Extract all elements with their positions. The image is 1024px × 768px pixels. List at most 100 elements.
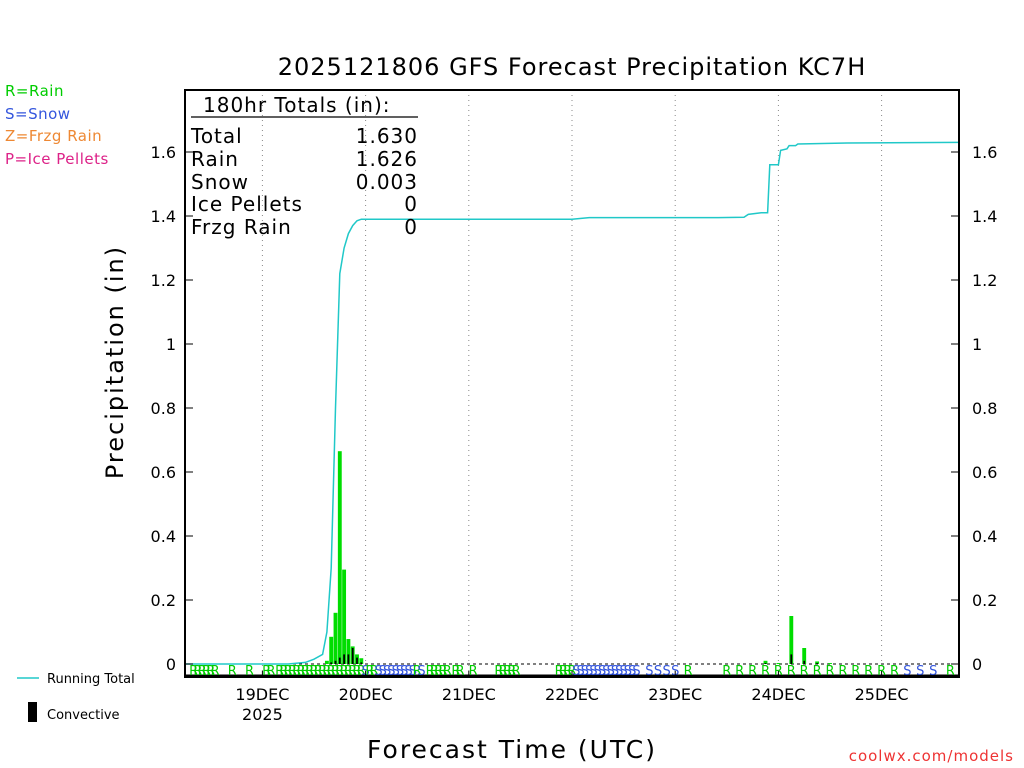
totals-label-snow: Snow — [191, 170, 249, 194]
legend-ice-pellets: P=Ice Pellets — [5, 150, 109, 168]
ptype-mark: R — [211, 664, 220, 679]
convective-bar — [356, 657, 358, 664]
plot-frame — [184, 89, 960, 678]
convective-bar — [764, 663, 767, 664]
precip-bar — [333, 612, 338, 664]
totals-value-snow: 0.003 — [356, 170, 418, 194]
convective-bar — [334, 660, 337, 664]
convective-bar — [347, 654, 350, 664]
ptype-mark: R — [266, 664, 275, 679]
precip-bar — [359, 658, 364, 664]
ptype-mark: R — [297, 664, 306, 679]
ptype-mark: R — [438, 664, 447, 679]
ptype-mark: R — [499, 664, 508, 679]
ptype-mark: R — [279, 664, 288, 679]
totals-value-total: 1.630 — [356, 124, 418, 148]
ptype-mark: R — [761, 664, 770, 679]
precip-bar — [815, 661, 820, 664]
ptype-mark: R — [189, 664, 198, 679]
ptype-mark: S — [654, 664, 662, 679]
ptype-mark: R — [340, 664, 349, 679]
precip-bar — [342, 569, 347, 664]
ptype-mark: S — [585, 664, 593, 679]
y-tick-label-left: 0.6 — [151, 463, 176, 482]
ptype-mark: R — [512, 664, 521, 679]
ptype-mark: R — [946, 664, 955, 679]
x-tick-label: 24DEC — [751, 685, 805, 704]
ptype-mark: R — [314, 664, 323, 679]
ptype-mark: S — [929, 664, 937, 679]
precip-bar — [789, 616, 794, 664]
ptype-mark: S — [632, 664, 640, 679]
running-total-legend-label: Running Total — [47, 672, 135, 687]
y-tick-label-left: 1 — [166, 335, 176, 354]
x-tick-label: 23DEC — [648, 685, 702, 704]
totals-value-ice-pellets: 0 — [404, 192, 418, 216]
ptype-mark: R — [735, 664, 744, 679]
precip-bar — [776, 663, 781, 664]
ptype-mark: S — [374, 664, 382, 679]
y-tick-label-right: 0.6 — [972, 463, 997, 482]
convective-bar — [330, 662, 333, 664]
x-tick-label: 20DEC — [339, 685, 393, 704]
x-tick-label: 25DEC — [855, 685, 909, 704]
ptype-mark: S — [409, 664, 417, 679]
ptype-mark: S — [581, 664, 589, 679]
totals-label-rain: Rain — [191, 147, 239, 171]
ptype-mark: R — [331, 664, 340, 679]
ptype-mark: R — [787, 664, 796, 679]
ptype-mark: S — [628, 664, 636, 679]
legend-snow: S=Snow — [5, 105, 71, 123]
ptype-mark: S — [576, 664, 584, 679]
ptype-mark: R — [275, 664, 284, 679]
totals-value-frzg-rain: 0 — [404, 215, 418, 239]
precip-bar — [329, 636, 334, 664]
y-tick-label-right: 1 — [972, 335, 982, 354]
y-axis-ticks: 0 00.2 0.20.4 0.40.6 0.60.8 0.81 11.2 1.21.4 1.4… — [151, 143, 998, 674]
convective-bar — [351, 648, 354, 664]
credit-link[interactable]: coolwx.com/models — [849, 747, 1014, 765]
y-tick-label-left: 1.6 — [151, 143, 176, 162]
convective-bar — [816, 663, 818, 664]
ptype-mark: R — [469, 664, 478, 679]
ptype-mark: R — [800, 664, 809, 679]
ptype-mark: R — [748, 664, 757, 679]
ptype-mark: S — [400, 664, 408, 679]
ptype-mark: R — [890, 664, 899, 679]
legend-rain: R=Rain — [5, 82, 64, 100]
ptype-mark: R — [722, 664, 731, 679]
y-axis-label: Precipitation (in) — [101, 245, 129, 479]
ptype-mark: R — [825, 664, 834, 679]
totals-label-frzg-rain: Frzg Rain — [191, 215, 292, 239]
precip-bar — [763, 660, 768, 664]
ptype-mark: R — [309, 664, 318, 679]
ptype-mark: R — [456, 664, 465, 679]
y-tick-label-left: 0 — [166, 655, 176, 674]
convective-bar — [343, 654, 345, 664]
ptype-mark: R — [348, 664, 357, 679]
ptype-mark: S — [594, 664, 602, 679]
ptype-mark: R — [443, 664, 452, 679]
ptype-mark: S — [387, 664, 395, 679]
x-tick-label: 22DEC — [545, 685, 599, 704]
x-tick-label: 21DEC — [442, 685, 496, 704]
x-tick-sublabel: 2025 — [242, 705, 283, 724]
y-tick-label-left: 1.2 — [151, 271, 176, 290]
precip-bar — [324, 660, 329, 664]
ptype-mark: R — [451, 664, 460, 679]
y-tick-label-left: 0.8 — [151, 399, 176, 418]
y-tick-label-right: 0.8 — [972, 399, 997, 418]
ptype-mark: R — [507, 664, 516, 679]
ptype-mark: S — [396, 664, 404, 679]
ptype-mark: R — [864, 664, 873, 679]
y-tick-label-right: 1.4 — [972, 207, 997, 226]
gridlines — [185, 90, 959, 677]
y-tick-label-right: 1.2 — [972, 271, 997, 290]
running-total-line — [185, 141, 960, 665]
ptype-mark: R — [318, 664, 327, 679]
totals-box: 180hr Totals (in): Total 1.630 Rain 1.62… — [190, 93, 418, 239]
precip-bar — [346, 639, 351, 664]
ptype-mark: R — [426, 664, 435, 679]
